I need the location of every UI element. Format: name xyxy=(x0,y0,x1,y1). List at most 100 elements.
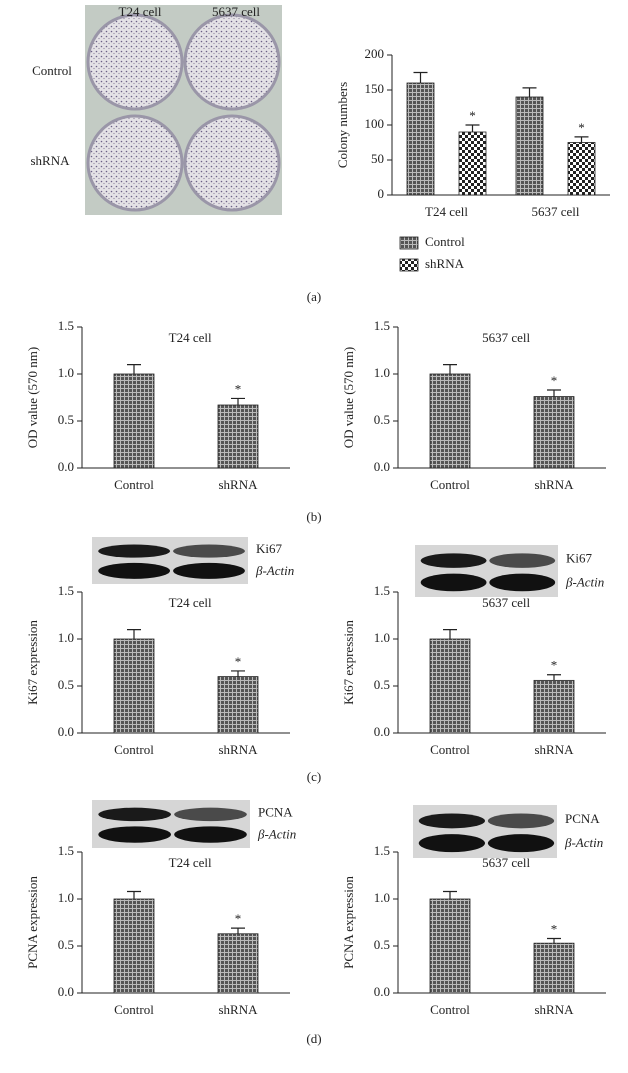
error-bar xyxy=(522,87,537,97)
y-axis-label: OD value (570 nm) xyxy=(341,347,356,448)
y-tick-label: 1.0 xyxy=(58,890,74,905)
y-tick-label: 1.5 xyxy=(58,318,74,333)
y-axis-label: PCNA expression xyxy=(341,876,356,969)
error-bar xyxy=(127,629,141,639)
bar xyxy=(567,142,596,196)
bar xyxy=(533,396,575,469)
blot-label: β-Actin xyxy=(564,835,603,850)
bar xyxy=(533,679,575,734)
x-tick-label: T24 cell xyxy=(425,204,468,219)
y-tick-label: 0.5 xyxy=(58,412,74,427)
x-tick-label: Control xyxy=(114,477,154,492)
y-axis-label: Ki67 expression xyxy=(25,620,40,705)
error-bar xyxy=(127,890,141,899)
bar xyxy=(429,898,471,994)
blot-band xyxy=(98,807,171,822)
blot-band xyxy=(174,826,247,843)
blot-label: PCNA xyxy=(258,804,293,819)
bar xyxy=(429,373,471,469)
well xyxy=(183,114,281,212)
blot-band xyxy=(489,553,556,568)
significance: * xyxy=(578,120,585,135)
blot-band xyxy=(173,544,245,558)
legend-label: Control xyxy=(425,234,465,249)
blot-band xyxy=(418,813,485,829)
blot-band xyxy=(98,562,170,579)
significance: * xyxy=(551,658,558,673)
x-tick-label: Control xyxy=(114,742,154,757)
error-bar xyxy=(443,890,457,899)
plate-column-label: T24 cell xyxy=(119,4,162,19)
y-tick-label: 200 xyxy=(365,46,385,61)
bar xyxy=(217,404,259,469)
chart-title: 5637 cell xyxy=(482,330,530,345)
y-tick-label: 1.0 xyxy=(58,365,74,380)
bar xyxy=(515,96,544,196)
error-bar xyxy=(547,937,561,944)
blot-band xyxy=(173,562,245,579)
error-bar xyxy=(574,136,589,143)
y-tick-label: 1.5 xyxy=(58,843,74,858)
x-tick-label: shRNA xyxy=(534,1002,574,1017)
blot-label: Ki67 xyxy=(256,541,283,556)
blot-band xyxy=(487,834,555,853)
significance: * xyxy=(551,921,558,936)
blot-band xyxy=(98,544,170,558)
x-tick-label: Control xyxy=(430,1002,470,1017)
plate-column-label: 5637 cell xyxy=(212,4,260,19)
error-bar xyxy=(547,389,561,397)
panel-label: (b) xyxy=(306,509,321,524)
x-tick-label: shRNA xyxy=(218,1002,258,1017)
y-tick-label: 100 xyxy=(365,116,385,131)
bar xyxy=(113,898,155,994)
x-tick-label: shRNA xyxy=(534,742,574,757)
bar xyxy=(217,933,259,994)
y-tick-label: 1.5 xyxy=(374,843,390,858)
panel-label: (a) xyxy=(307,289,321,304)
panel-label: (c) xyxy=(307,769,321,784)
chart-title: T24 cell xyxy=(169,330,212,345)
x-tick-label: 5637 cell xyxy=(531,204,579,219)
plate-row-label: shRNA xyxy=(30,153,70,168)
chart-title: T24 cell xyxy=(169,855,212,870)
y-tick-label: 1.5 xyxy=(374,583,390,598)
panel-label: (d) xyxy=(306,1031,321,1046)
blot-label: β-Actin xyxy=(255,563,294,578)
x-tick-label: Control xyxy=(114,1002,154,1017)
y-tick-label: 1.0 xyxy=(374,890,390,905)
y-tick-label: 0.5 xyxy=(374,937,390,952)
blot-label: PCNA xyxy=(565,811,600,826)
y-axis-label: PCNA expression xyxy=(25,876,40,969)
y-tick-label: 1.0 xyxy=(374,365,390,380)
y-tick-label: 0.0 xyxy=(374,984,390,999)
error-bar xyxy=(127,364,141,374)
error-bar xyxy=(443,629,457,639)
y-tick-label: 50 xyxy=(371,151,384,166)
x-tick-label: shRNA xyxy=(218,477,258,492)
blot-band xyxy=(418,834,485,853)
blot-band xyxy=(174,807,247,822)
y-tick-label: 150 xyxy=(365,81,385,96)
error-bar xyxy=(465,124,480,132)
well xyxy=(86,13,184,111)
plate-photo xyxy=(85,5,282,215)
blot-label: β-Actin xyxy=(257,827,296,842)
x-tick-label: shRNA xyxy=(218,742,258,757)
y-tick-label: 1.0 xyxy=(374,630,390,645)
error-bar xyxy=(547,674,561,681)
y-tick-label: 0.0 xyxy=(374,459,390,474)
blot-band xyxy=(420,573,487,592)
significance: * xyxy=(469,108,476,123)
y-tick-label: 1.5 xyxy=(58,583,74,598)
error-bar xyxy=(443,364,457,374)
y-axis-label: OD value (570 nm) xyxy=(25,347,40,448)
blot-band xyxy=(489,573,556,592)
significance: * xyxy=(235,381,242,396)
y-tick-label: 0.0 xyxy=(58,984,74,999)
bar xyxy=(113,638,155,734)
error-bar xyxy=(231,927,245,934)
chart-title: 5637 cell xyxy=(482,855,530,870)
blot-label: Ki67 xyxy=(566,551,593,566)
